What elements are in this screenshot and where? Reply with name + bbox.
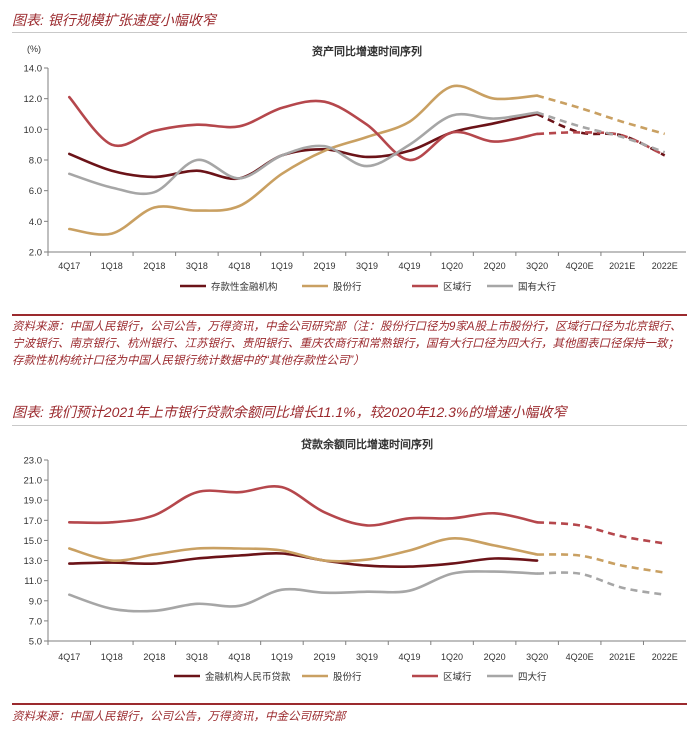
y-tick-label: 2.0 [29, 248, 42, 259]
figure-1-bottom-rule [12, 314, 687, 316]
x-tick-label: 2022E [652, 652, 678, 662]
x-tick-label: 1Q19 [271, 261, 293, 271]
x-tick-label: 2021E [609, 261, 635, 271]
x-tick-label: 3Q19 [356, 652, 378, 662]
x-tick-label: 4Q20E [566, 261, 594, 271]
x-tick-label: 3Q19 [356, 261, 378, 271]
x-tick-label: 4Q17 [58, 261, 80, 271]
series-line-4 [68, 111, 539, 196]
series-forecast-line-4 [536, 111, 666, 154]
x-tick-label: 2Q19 [313, 652, 335, 662]
x-tick-label: 2021E [609, 652, 635, 662]
asset-growth-chart: 资产同比增速时间序列 (%) 2.0 4.0 6.0 8.0 10.0 12.0 14.0 4Q1… [24, 44, 686, 293]
series-forecast-line-2 [537, 553, 665, 574]
x-tick-label: 4Q19 [399, 652, 421, 662]
figure-1-title: 图表: 银行规模扩张速度小幅收窄 [12, 12, 216, 28]
figure-2-title: 图表: 我们预计2021年上市银行贷款余额同比增长11.1%，较2020年12.… [12, 404, 567, 420]
x-tick-label: 3Q20 [526, 652, 548, 662]
x-tick-label: 4Q19 [399, 261, 421, 271]
series-line-2 [68, 84, 539, 236]
y-tick-label: 21.0 [24, 476, 43, 487]
x-tick-label: 3Q20 [526, 261, 548, 271]
x-tick-label: 1Q18 [101, 261, 123, 271]
y-tick-label: 8.0 [29, 156, 42, 167]
x-tick-label: 4Q20E [566, 652, 594, 662]
legend-label-3: 区域行 [443, 671, 472, 683]
legend-label-4: 国有大行 [518, 281, 557, 293]
x-tick-label: 3Q18 [186, 652, 208, 662]
x-tick-label: 2Q18 [143, 261, 165, 271]
loan-growth-chart: 贷款余额同比增速时间序列 5.0 7.0 9.0 11.0 13.0 15.0 17.0 19.… [24, 437, 686, 683]
x-tick-label: 2Q19 [313, 261, 335, 271]
x-tick-label: 1Q19 [271, 652, 293, 662]
y-tick-label: 17.0 [24, 516, 43, 527]
series-forecast-line-3 [537, 521, 665, 545]
figure-2-bottom-rule [12, 703, 687, 705]
y-tick-label: 15.0 [24, 536, 43, 547]
series-line-3 [68, 95, 539, 162]
x-tick-label: 3Q18 [186, 261, 208, 271]
legend-label-4: 四大行 [518, 671, 547, 683]
figure-2-top-rule [12, 425, 687, 426]
x-tick-label: 1Q20 [441, 261, 463, 271]
y-axis-unit-label: (%) [27, 44, 41, 54]
figure-1-top-rule [12, 32, 687, 33]
legend-label-3: 区域行 [443, 281, 472, 293]
y-tick-label: 9.0 [29, 596, 42, 607]
y-tick-label: 13.0 [24, 556, 43, 567]
y-tick-label: 5.0 [29, 637, 42, 648]
legend-label-1: 存款性金融机构 [211, 281, 278, 293]
y-tick-label: 10.0 [24, 125, 43, 136]
x-tick-label: 2022E [652, 261, 678, 271]
y-tick-label: 6.0 [29, 186, 42, 197]
series-forecast-line-1 [536, 112, 666, 157]
figure-1-source: 资料来源：中国人民银行，公司公告，万得资讯，中金公司研究部（注：股份行口径为9家… [12, 321, 682, 367]
y-tick-label: 11.0 [24, 576, 42, 587]
series-line-1 [68, 112, 539, 181]
x-tick-label: 1Q20 [441, 652, 463, 662]
legend-label-2: 股份行 [333, 281, 362, 293]
x-tick-label: 4Q18 [228, 652, 250, 662]
x-tick-label: 2Q18 [143, 652, 165, 662]
y-tick-label: 7.0 [29, 616, 42, 627]
x-tick-label: 1Q18 [101, 652, 123, 662]
legend-label-1: 金融机构人民币贷款 [205, 671, 291, 683]
chart-title: 资产同比增速时间序列 [312, 44, 422, 58]
figure-2-source: 资料来源：中国人民银行，公司公告，万得资讯，中金公司研究部 [12, 711, 346, 723]
legend-label-2: 股份行 [333, 671, 362, 683]
series-line-2 [68, 537, 539, 563]
series-forecast-line-2 [536, 94, 666, 136]
y-tick-label: 12.0 [24, 94, 43, 105]
series-line-3 [68, 485, 539, 527]
y-tick-label: 14.0 [24, 64, 43, 75]
y-tick-label: 23.0 [24, 456, 43, 467]
x-tick-label: 4Q17 [58, 652, 80, 662]
y-tick-label: 4.0 [29, 217, 42, 228]
series-line-4 [68, 570, 539, 613]
x-tick-label: 2Q20 [484, 652, 506, 662]
x-tick-label: 2Q20 [484, 261, 506, 271]
y-tick-label: 19.0 [24, 496, 43, 507]
x-tick-label: 4Q18 [228, 261, 250, 271]
chart-title: 贷款余额同比增速时间序列 [301, 437, 433, 451]
series-forecast-line-4 [537, 571, 665, 596]
